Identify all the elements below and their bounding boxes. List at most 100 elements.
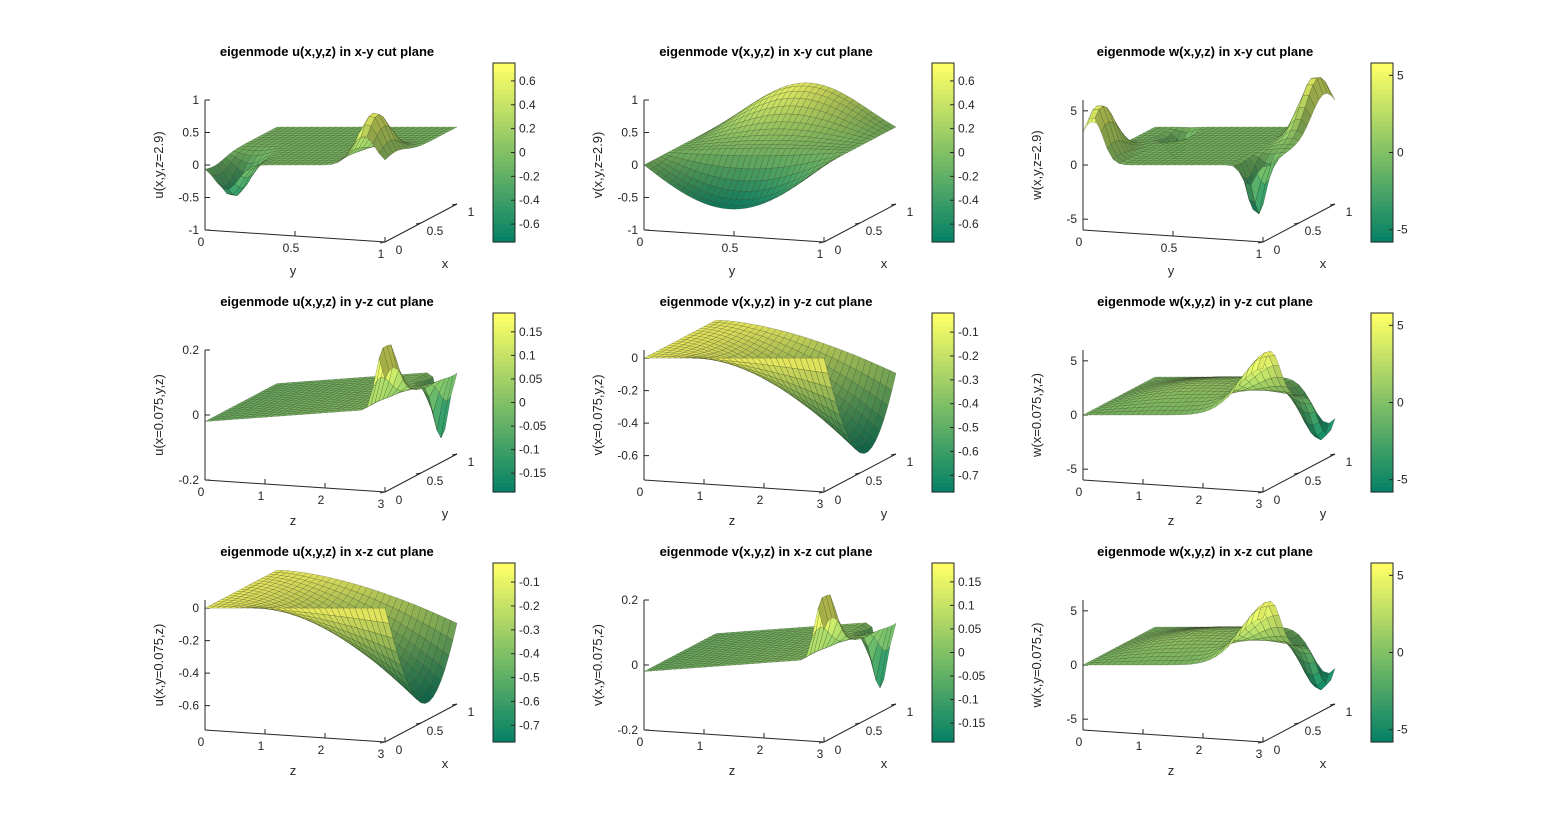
y-tick-label: 0.5 xyxy=(1305,224,1322,238)
colorbar: -0.6-0.4-0.200.20.40.6 xyxy=(931,62,979,243)
y-tick-label: 1 xyxy=(907,455,914,469)
x-axis-title: z xyxy=(729,763,736,778)
x-axis-title: y xyxy=(729,263,736,278)
colorbar: -0.7-0.6-0.5-0.4-0.3-0.2-0.1 xyxy=(931,312,979,493)
colorbar-strip xyxy=(493,402,515,408)
colorbar-strip xyxy=(932,451,954,457)
x-tick-label: 0 xyxy=(198,485,205,499)
colorbar-tick-label: -0.6 xyxy=(958,217,979,231)
colorbar-strip xyxy=(1371,451,1393,457)
y-tick-label: 0.5 xyxy=(427,724,444,738)
colorbar-strip xyxy=(1371,179,1393,185)
x-tick-label: 0 xyxy=(1076,235,1083,249)
y-axis-title: y xyxy=(881,506,888,521)
z-tick-label: -5 xyxy=(1066,712,1077,726)
colorbar-strip xyxy=(932,661,954,667)
colorbar-strip xyxy=(493,692,515,698)
z-axis-title: u(x=0.075,y,z) xyxy=(151,374,166,456)
colorbar-strip xyxy=(493,411,515,417)
colorbar-strip xyxy=(1371,116,1393,122)
colorbar-strip xyxy=(493,183,515,189)
colorbar-tick-label: -0.05 xyxy=(958,669,986,683)
colorbar-strip xyxy=(932,210,954,216)
colorbar-strip xyxy=(932,469,954,475)
colorbar-strip xyxy=(1371,85,1393,91)
x-tick-label: 0 xyxy=(1076,485,1083,499)
y-tick-label: 1 xyxy=(907,205,914,219)
colorbar-strip xyxy=(1371,406,1393,413)
colorbar-strip xyxy=(932,98,954,104)
colorbar-strip xyxy=(932,571,954,578)
colorbar-strip xyxy=(1371,335,1393,341)
colorbar-strip xyxy=(1371,63,1393,69)
colorbar-tick-label: 0 xyxy=(1397,146,1404,160)
colorbar-strip xyxy=(932,656,954,663)
z-axis-title: w(x,y,z=2.9) xyxy=(1029,130,1044,200)
colorbar-strip xyxy=(493,357,515,363)
x-axis-title: z xyxy=(290,513,297,528)
colorbar-tick-label: 0.6 xyxy=(519,74,536,88)
colorbar-strip xyxy=(493,206,515,212)
subplot-4: eigenmode u(x,y,z) in y-z cut plane-0.20… xyxy=(151,294,547,528)
colorbar-strip xyxy=(493,224,515,230)
x-tick-label: 0 xyxy=(637,485,644,499)
colorbar-strip xyxy=(1371,76,1393,82)
colorbar-strip xyxy=(932,483,954,489)
colorbar-strip xyxy=(932,607,954,613)
colorbar-tick-label: -0.1 xyxy=(519,443,540,457)
colorbar-strip xyxy=(493,210,515,216)
colorbar-strip xyxy=(493,634,515,640)
x-tick-label: 2 xyxy=(757,743,764,757)
colorbar-strip xyxy=(493,152,515,158)
colorbar-strip xyxy=(1371,165,1393,171)
surface xyxy=(643,594,897,689)
colorbar-strip xyxy=(493,478,515,484)
colorbar-strip xyxy=(932,348,954,354)
colorbar-strip xyxy=(932,715,954,721)
colorbar-strip xyxy=(1371,143,1393,149)
y-tick-label: 1 xyxy=(468,705,475,719)
colorbar-strip xyxy=(932,71,954,78)
colorbar: -505 xyxy=(1370,312,1408,493)
colorbar-strip xyxy=(493,715,515,721)
z-tick-label: 0 xyxy=(192,601,199,615)
z-tick-label: 0 xyxy=(192,408,199,422)
colorbar-strip xyxy=(932,321,954,328)
colorbar-strip xyxy=(932,63,954,69)
colorbar-strip xyxy=(493,683,515,689)
y-axis-title: x xyxy=(881,256,888,271)
y-tick-label: 1 xyxy=(1346,205,1353,219)
subplot-3: eigenmode w(x,y,z) in x-y cut plane-505w… xyxy=(1029,44,1408,278)
colorbar-strip xyxy=(493,107,515,113)
y-tick xyxy=(890,203,897,206)
y-tick xyxy=(451,203,458,206)
colorbar-strip xyxy=(932,625,954,631)
colorbar-strip xyxy=(493,474,515,480)
colorbar-strip xyxy=(493,134,515,140)
z-axis-title: u(x,y=0.075,z) xyxy=(151,624,166,707)
colorbar-strip xyxy=(493,420,515,426)
colorbar-strip xyxy=(493,701,515,707)
colorbar-strip xyxy=(932,143,954,149)
colorbar-strip xyxy=(932,594,954,600)
colorbar-strip xyxy=(493,576,515,582)
colorbar-strip xyxy=(932,192,954,198)
colorbar-tick-label: 0.2 xyxy=(519,122,536,136)
colorbar-strip xyxy=(493,339,515,345)
colorbar-strip xyxy=(493,201,515,207)
z-tick-label: 0.5 xyxy=(182,126,199,140)
colorbar-tick-label: 0.05 xyxy=(958,622,982,636)
colorbar-tick-label: 0.6 xyxy=(958,74,975,88)
colorbar-strip xyxy=(932,634,954,640)
colorbar-strip xyxy=(932,156,954,163)
colorbar-strip xyxy=(932,67,954,73)
colorbar-strip xyxy=(493,719,515,725)
colorbar-strip xyxy=(932,130,954,136)
colorbar-strip xyxy=(493,389,515,395)
colorbar-strip xyxy=(493,616,515,622)
colorbar-strip xyxy=(493,76,515,82)
colorbar-strip xyxy=(932,621,954,627)
colorbar-strip xyxy=(932,357,954,363)
